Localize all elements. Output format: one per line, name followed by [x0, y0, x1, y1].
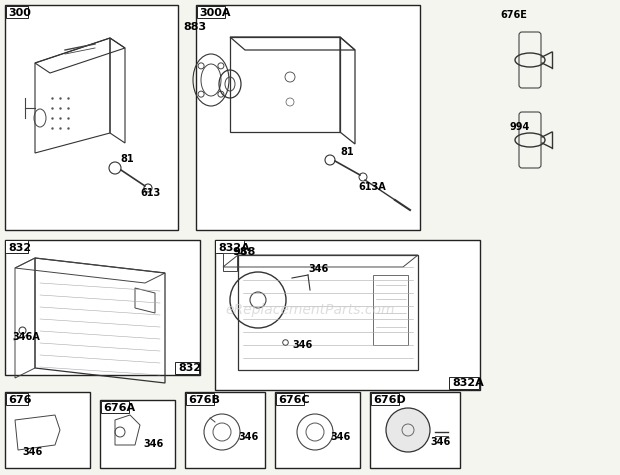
Bar: [175, 362, 199, 374]
Circle shape: [218, 91, 224, 97]
Circle shape: [198, 63, 204, 69]
Text: 832: 832: [178, 363, 201, 373]
Text: 676E: 676E: [500, 10, 527, 20]
Text: 613: 613: [140, 188, 160, 198]
Text: 832: 832: [8, 243, 31, 253]
Text: 994: 994: [510, 122, 530, 132]
Bar: [100, 400, 175, 468]
Bar: [6, 241, 28, 253]
Bar: [5, 392, 90, 468]
Bar: [216, 241, 244, 253]
Bar: [196, 5, 420, 230]
Text: 832A: 832A: [452, 378, 484, 388]
Circle shape: [218, 63, 224, 69]
Text: 346A: 346A: [12, 332, 40, 342]
Bar: [185, 392, 265, 468]
Text: 346: 346: [22, 447, 42, 457]
Text: 346: 346: [292, 340, 312, 350]
Text: 346: 346: [330, 432, 350, 442]
Text: 676C: 676C: [278, 395, 309, 405]
Text: 676B: 676B: [188, 395, 220, 405]
Bar: [370, 392, 460, 468]
Bar: [5, 240, 200, 375]
Bar: [186, 393, 214, 405]
Bar: [373, 275, 408, 345]
Text: 81: 81: [340, 147, 353, 157]
Text: 613A: 613A: [358, 182, 386, 192]
Text: 81: 81: [120, 154, 134, 164]
Bar: [276, 393, 304, 405]
Bar: [215, 240, 480, 390]
Bar: [101, 401, 129, 413]
Bar: [6, 393, 28, 405]
Bar: [449, 377, 479, 389]
Bar: [6, 241, 28, 253]
Text: 346: 346: [143, 439, 163, 449]
Text: 346: 346: [308, 264, 328, 274]
Text: 346: 346: [238, 432, 259, 442]
Bar: [275, 392, 360, 468]
Bar: [5, 5, 178, 230]
Bar: [197, 6, 225, 18]
Text: 300: 300: [8, 8, 31, 18]
Text: 832A: 832A: [218, 243, 250, 253]
Bar: [6, 6, 28, 18]
Circle shape: [198, 91, 204, 97]
Text: 676D: 676D: [373, 395, 405, 405]
Bar: [216, 241, 244, 253]
Bar: [371, 393, 399, 405]
Text: eReplacementParts.com: eReplacementParts.com: [225, 303, 395, 317]
Text: 883: 883: [183, 22, 206, 32]
Bar: [223, 253, 237, 271]
Circle shape: [386, 408, 430, 452]
Text: 300A: 300A: [199, 8, 231, 18]
Text: 988: 988: [232, 247, 255, 257]
Text: 676A: 676A: [103, 403, 135, 413]
Text: 676: 676: [8, 395, 32, 405]
Text: 346: 346: [430, 437, 450, 447]
